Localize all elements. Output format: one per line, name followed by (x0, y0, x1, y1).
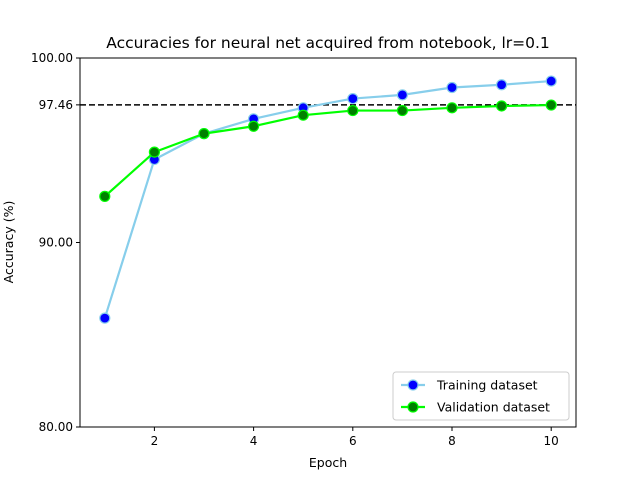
y-tick-label: 100.00 (31, 51, 73, 65)
legend-label-2: Validation dataset (437, 400, 550, 415)
legend-marker-1 (407, 379, 419, 391)
series-2-point (396, 104, 408, 117)
chart-title: Accuracies for neural net acquired from … (106, 34, 550, 52)
series-line-1 (103, 79, 552, 319)
x-axis-label: Epoch (309, 455, 347, 470)
y-axis-label: Accuracy (%) (1, 201, 16, 284)
series-1-point (396, 89, 408, 101)
y-tick-label: 90.00 (39, 236, 73, 250)
series-2-point (545, 99, 557, 111)
series-2-point (297, 109, 309, 121)
y-axis-ticks: 80.00 90.00 97.46 100.00 (31, 51, 80, 434)
legend-box (392, 371, 570, 421)
plot-area (80, 58, 576, 427)
series-1-point (99, 312, 111, 324)
series-2-point (347, 104, 359, 117)
series-1-point (545, 75, 557, 87)
series-1-point (347, 92, 359, 105)
x-tick-label: 6 (349, 434, 357, 448)
series-2-point (248, 120, 260, 132)
x-tick-label: 2 (151, 434, 159, 448)
x-axis-ticks: 2 4 6 8 10 (151, 427, 559, 448)
x-tick-label: 4 (250, 434, 258, 448)
series-2-point (148, 146, 160, 158)
series-line-2 (104, 103, 552, 198)
legend-marker-2 (407, 401, 419, 413)
x-tick-label: 10 (544, 434, 559, 448)
series-layer (99, 75, 557, 324)
x-tick-label: 8 (448, 434, 456, 448)
series-2-point (496, 100, 508, 112)
legend: Training dataset Validation dataset (392, 371, 570, 421)
series-1-point (496, 79, 508, 91)
series-1-point (446, 81, 458, 94)
y-tick-label: 80.00 (39, 420, 73, 434)
y-tick-label: 97.46 (39, 98, 73, 112)
series-2-point (198, 128, 210, 140)
series-2-point (99, 190, 111, 202)
series-2-point (446, 102, 458, 114)
legend-label-1: Training dataset (436, 378, 538, 393)
